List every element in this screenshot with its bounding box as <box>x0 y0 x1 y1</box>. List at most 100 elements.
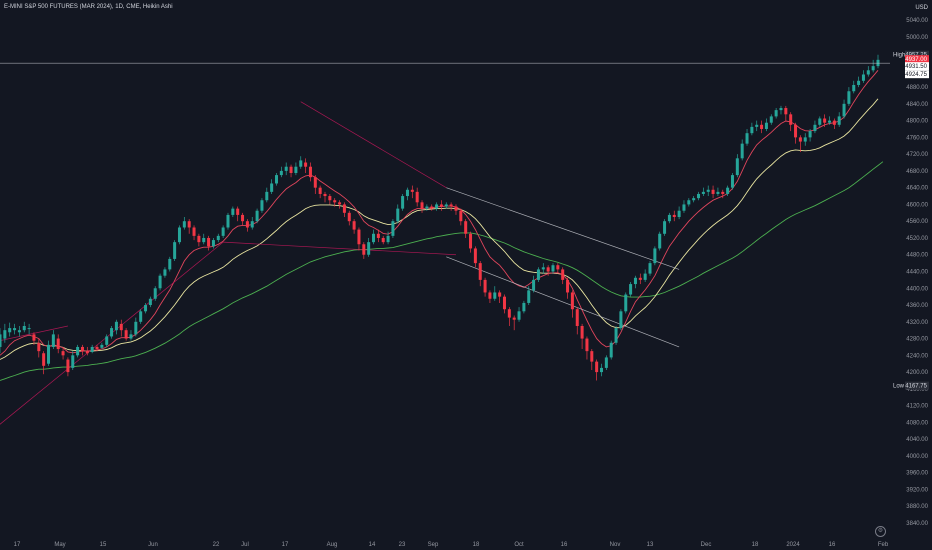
candle-body <box>653 248 657 264</box>
candle-body <box>216 235 220 241</box>
candle-body <box>80 346 84 352</box>
candle-body <box>148 298 152 306</box>
price-tick-label: 3920.00 <box>906 487 928 493</box>
candle-body <box>794 124 798 138</box>
time-tick-label: Nov <box>610 542 621 548</box>
candle-body <box>299 160 303 167</box>
candle-body <box>405 189 409 197</box>
time-tick-label: 2024 <box>786 542 800 548</box>
candle-body <box>823 118 827 123</box>
candle-body <box>561 269 565 280</box>
candle-body <box>619 311 623 329</box>
time-tick-label: May <box>54 542 65 548</box>
last-price-badge <box>905 55 929 64</box>
candle-body <box>187 221 191 228</box>
candle-body <box>784 108 788 115</box>
candle-body <box>386 235 390 243</box>
price-tick-label: 4080.00 <box>906 420 928 426</box>
time-tick-label: Feb <box>878 542 889 548</box>
candle-body <box>449 204 453 207</box>
price-tick-label: 5000.00 <box>906 35 928 41</box>
candle-body <box>177 227 181 243</box>
candle-body <box>459 210 463 222</box>
candle-body <box>250 221 254 228</box>
time-tick-label: 18 <box>473 542 480 548</box>
candle-body <box>672 214 676 218</box>
candle-body <box>663 221 667 234</box>
candle-body <box>56 338 60 350</box>
price-tick-label: 4560.00 <box>906 219 928 225</box>
candle-body <box>308 166 312 178</box>
candle-body <box>638 277 642 280</box>
candle-body <box>750 126 754 134</box>
candle-body <box>464 221 468 234</box>
price-tick-label: 4000.00 <box>906 454 928 460</box>
time-tick-label: 18 <box>752 542 759 548</box>
candle-body <box>774 110 778 117</box>
candle-body <box>570 292 574 310</box>
candle-body <box>415 191 419 203</box>
candle-body <box>294 166 298 173</box>
price-tick-label: 4400.00 <box>906 286 928 292</box>
price-tick-label: 4120.00 <box>906 404 928 410</box>
candle-body <box>697 193 701 199</box>
candle-body <box>202 237 206 243</box>
candle-body <box>61 351 65 356</box>
time-axis: 17 May 15 Jun 22 Jul 17 Aug 14 23 Sep 18 Oct 16 Nov 13 D… <box>14 542 889 548</box>
candle-body <box>473 248 477 264</box>
candle-body <box>580 325 584 339</box>
candle-body <box>595 361 599 373</box>
candle-body <box>755 124 759 127</box>
candle-body <box>827 120 831 123</box>
price-tick-label: 4040.00 <box>906 437 928 443</box>
candle-body <box>22 325 26 331</box>
candle-body <box>692 198 696 201</box>
candle-body <box>682 204 686 211</box>
candle-body <box>469 233 473 249</box>
high-marker-box <box>905 50 929 59</box>
candle-body <box>260 200 264 211</box>
candle-body <box>410 189 414 192</box>
candle-body <box>357 229 361 245</box>
candle-body <box>192 227 196 236</box>
candle-body <box>507 309 511 318</box>
candle-body <box>842 103 846 117</box>
price-box <box>905 70 929 79</box>
candle-body <box>391 221 395 236</box>
candle-body <box>279 170 283 176</box>
time-tick-label: 13 <box>647 542 654 548</box>
candle-body <box>435 204 439 209</box>
candle-body <box>556 265 560 270</box>
price-tick-label: 4240.00 <box>906 353 928 359</box>
candle-body <box>585 338 589 352</box>
candle-body <box>493 292 497 299</box>
candle-body <box>764 122 768 129</box>
candle-body <box>27 328 31 330</box>
candle-body <box>498 292 502 297</box>
candle-body <box>318 187 322 194</box>
candle-body <box>129 334 133 339</box>
price-tick-label: 4800.00 <box>906 119 928 125</box>
candle-body <box>522 302 526 312</box>
time-tick-label: Jul <box>241 542 249 548</box>
settings-icon[interactable]: ⚙ <box>875 526 886 537</box>
currency-label[interactable]: USD <box>915 5 928 11</box>
candle-body <box>541 267 545 270</box>
candle-body <box>236 208 240 215</box>
candle-body <box>871 66 875 71</box>
candle-body <box>624 294 628 312</box>
candle-body <box>47 344 51 364</box>
candle-body <box>17 330 21 333</box>
candle-body <box>502 296 506 310</box>
candle-body <box>430 206 434 209</box>
candle-body <box>837 116 841 125</box>
candle-body <box>832 120 836 125</box>
candle-body <box>100 344 104 348</box>
candle-body <box>629 284 633 295</box>
price-box <box>905 62 929 71</box>
last-price-value: 4937.00 <box>905 57 927 63</box>
candle-body <box>536 269 540 280</box>
chart-title: E-MINI S&P 500 FUTURES (MAR 2024), 1D, C… <box>4 4 173 10</box>
price-tick-label: 4480.00 <box>906 253 928 259</box>
